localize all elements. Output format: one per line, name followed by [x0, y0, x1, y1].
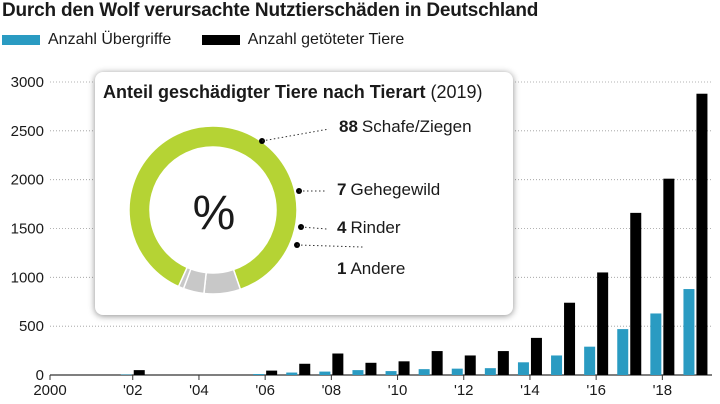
donut-slice — [203, 268, 242, 295]
slice-value-other: 1 — [337, 259, 347, 278]
x-tick-label: '18 — [653, 382, 673, 399]
slice-name-sheep: Schafe/Ziegen — [361, 117, 472, 136]
donut-center-label: % — [192, 187, 236, 240]
bar-killed — [464, 355, 476, 375]
slice-label-deer: 7 Gehegewild — [337, 180, 440, 200]
bar-attacks — [385, 371, 397, 375]
x-tick-label: '02 — [123, 382, 143, 399]
bar-killed — [431, 351, 443, 375]
legend: Anzahl Übergriffe Anzahl getöteter Tiere — [2, 31, 430, 50]
x-tick-label: '04 — [189, 382, 209, 399]
bar-attacks — [319, 371, 331, 375]
bar-killed — [696, 93, 708, 375]
bar-killed — [597, 272, 609, 375]
bar-attacks — [584, 346, 596, 375]
bar-attacks — [418, 369, 430, 375]
bar-killed — [266, 370, 278, 375]
donut-slice — [128, 125, 298, 291]
slice-label-cattle: 4 Rinder — [337, 218, 401, 238]
leader-line — [300, 226, 328, 230]
bar-killed — [564, 302, 576, 375]
x-tick-label: '14 — [520, 382, 540, 399]
y-tick-label: 0 — [36, 367, 44, 384]
pie-inset: Anteil geschädigter Tiere nach Tierart (… — [95, 72, 513, 315]
legend-item-killed: Anzahl getöteter Tiere — [201, 31, 405, 49]
bar-attacks — [551, 355, 563, 375]
leader-line — [261, 128, 330, 142]
y-tick-label: 1000 — [11, 269, 44, 286]
leader-line — [296, 244, 364, 248]
legend-swatch-attacks — [2, 35, 40, 45]
legend-label-attacks: Anzahl Übergriffe — [48, 31, 172, 48]
bar-killed — [663, 178, 675, 375]
y-tick-label: 500 — [19, 318, 44, 335]
bar-attacks — [352, 370, 364, 375]
x-tick-label: '10 — [388, 382, 408, 399]
bar-attacks — [451, 368, 463, 375]
bar-attacks — [517, 362, 529, 375]
bar-attacks — [253, 374, 265, 375]
chart-title: Durch den Wolf verursachte Nutztierschäd… — [2, 0, 539, 21]
legend-swatch-killed — [201, 35, 240, 45]
x-tick-label: '16 — [586, 382, 606, 399]
inset-title-text: Anteil geschädigter Tiere nach Tierart — [103, 82, 426, 102]
donut-chart — [128, 125, 364, 295]
bar-killed — [398, 361, 410, 375]
bar-killed — [497, 351, 509, 375]
bar-killed — [630, 212, 642, 375]
y-tick-label: 3000 — [11, 74, 44, 91]
bar-killed — [133, 370, 145, 375]
donut-slice — [177, 266, 192, 290]
slice-label-sheep: 88 Schafe/Ziegen — [339, 117, 472, 137]
legend-label-killed: Anzahl getöteter Tiere — [247, 31, 405, 48]
bar-killed — [299, 363, 311, 375]
slice-value-cattle: 4 — [337, 218, 347, 237]
y-tick-label: 2000 — [11, 172, 44, 189]
x-tick-label: '12 — [454, 382, 474, 399]
bar-attacks — [683, 289, 695, 375]
slice-name-other: Andere — [350, 259, 406, 278]
x-tick-label: '06 — [255, 382, 275, 399]
slice-value-sheep: 88 — [339, 117, 358, 136]
y-tick-label: 1500 — [11, 221, 44, 238]
slice-name-deer: Gehegewild — [350, 180, 441, 199]
bar-killed — [332, 353, 344, 375]
bar-killed — [530, 337, 542, 375]
inset-title: Anteil geschädigter Tiere nach Tierart (… — [103, 82, 483, 103]
inset-title-year: (2019) — [430, 82, 483, 102]
bar-killed — [365, 362, 377, 375]
bar-attacks — [286, 372, 298, 375]
bar-attacks — [617, 329, 629, 375]
slice-name-cattle: Rinder — [350, 218, 401, 237]
x-tick-label: '08 — [322, 382, 342, 399]
bar-attacks — [650, 313, 662, 375]
bar-attacks — [484, 368, 496, 375]
y-tick-label: 2500 — [11, 123, 44, 140]
legend-item-attacks: Anzahl Übergriffe — [2, 31, 171, 49]
x-tick-label: 2000 — [33, 382, 66, 399]
slice-value-deer: 7 — [337, 180, 347, 199]
slice-label-other: 1 Andere — [337, 259, 405, 279]
